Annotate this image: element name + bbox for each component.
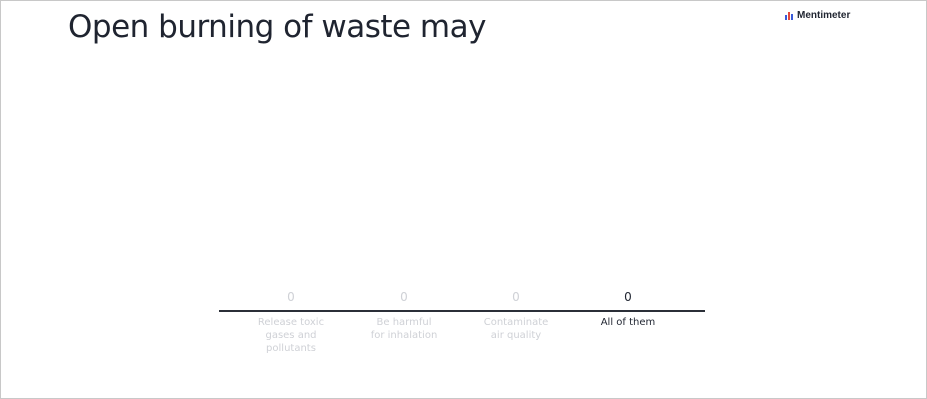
mentimeter-logo-icon (785, 11, 793, 20)
category-label-contaminate-air: Contaminate air quality (483, 317, 549, 341)
value-label-release-toxic: 0 (287, 290, 295, 304)
value-label-contaminate-air: 0 (512, 290, 520, 304)
chart-baseline (219, 310, 705, 312)
results-chart: 0 0 0 0 Release toxic gases and pollutan… (219, 287, 705, 387)
value-label-all-of-them: 0 (624, 290, 632, 304)
brand-name: Mentimeter (797, 10, 851, 21)
brand-logo: Mentimeter (785, 10, 850, 21)
category-label-harmful-inhalation: Be harmful for inhalation (370, 317, 438, 341)
category-label-release-toxic: Release toxic gases and pollutants (257, 317, 325, 354)
slide-title: Open burning of waste may (68, 9, 486, 45)
value-label-harmful-inhalation: 0 (400, 290, 408, 304)
category-label-all-of-them: All of them (600, 317, 656, 328)
